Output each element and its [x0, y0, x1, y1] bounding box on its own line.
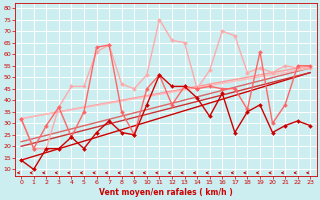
- X-axis label: Vent moyen/en rafales ( km/h ): Vent moyen/en rafales ( km/h ): [99, 188, 233, 197]
